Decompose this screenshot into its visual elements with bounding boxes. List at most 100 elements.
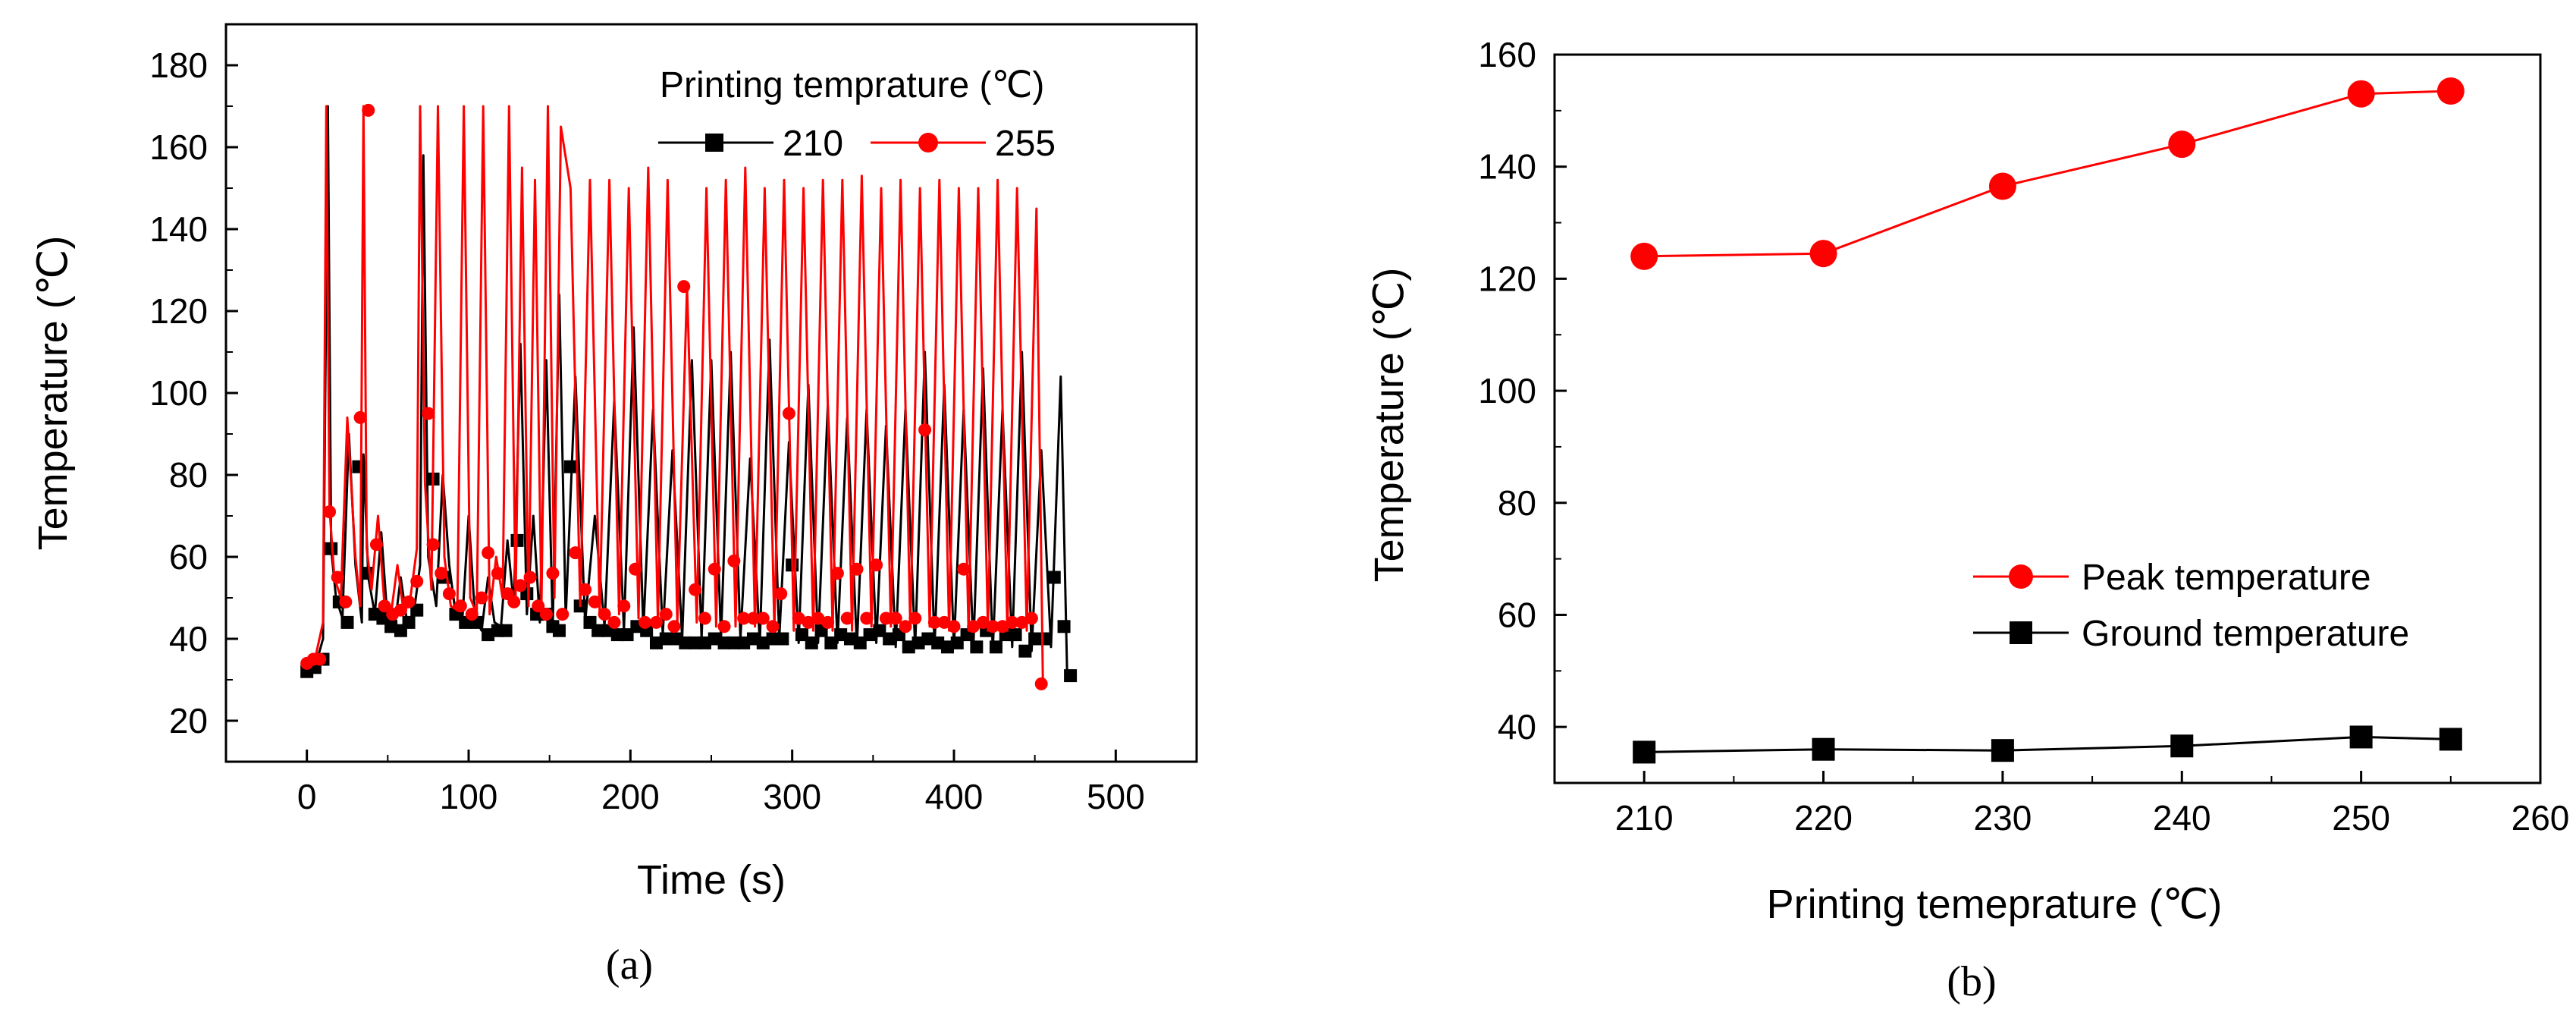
chart-a-series-255-point (850, 562, 864, 576)
chart-b-series-peak-point (2168, 130, 2196, 159)
chart-a-series-210-point (340, 615, 354, 629)
chart-a-series-255-point (947, 620, 961, 633)
chart-a-series-210-point (1028, 632, 1042, 646)
chart-a-series-210-point (834, 628, 848, 642)
chart-a-series-210-point (689, 636, 702, 649)
chart-a-legend-title: Printing temprature (℃) (660, 65, 1044, 105)
chart-a-series-255-point (708, 562, 721, 576)
chart-a-series-255-point (659, 608, 673, 621)
chart-a-series-210-point (902, 640, 915, 654)
chart-a-series-255-point (369, 538, 383, 552)
chart-a-series-255-point (1006, 615, 1019, 629)
chart-a-tick-layer: 0 100 200 300 400 500 20 40 60 80 100 120 140 160 180 (149, 46, 1144, 816)
chart-a-series-210-point (950, 636, 964, 649)
chart-a-series-210-point (499, 624, 513, 637)
chart-a-series-210-point (1064, 669, 1078, 683)
chart-a-series-255-point (362, 103, 375, 117)
chart-a-series-255-point (426, 538, 440, 552)
chart-a-legend-label-210: 210 (783, 124, 843, 164)
chart-a-series-255-point (698, 611, 711, 625)
chart-b-tick-layer: 210 220 230 240 250 260 40 60 80 100 120 140 160 (1478, 35, 2569, 838)
chart-a-legend-marker-255 (918, 133, 938, 152)
chart-b: 210 220 230 240 250 260 40 60 80 100 120 140 160 Tem… (1366, 35, 2569, 1005)
chart-a-series-255-point (957, 562, 971, 576)
chart-a-series-210-point (610, 628, 624, 642)
chart-b-series-ground-line (1644, 735, 2451, 753)
chart-a-series-255-point (588, 595, 601, 608)
chart-a-ytick-label: 20 (169, 701, 208, 740)
chart-a-series-255-point (394, 603, 407, 617)
chart-a-series-255-point (746, 611, 760, 625)
chart-a-series-210-point (805, 636, 818, 649)
chart-a-series-255-point (569, 546, 582, 560)
chart-a-ylabel: Temperature (℃) (30, 236, 76, 551)
chart-a-ytick-label: 60 (169, 537, 208, 577)
chart-b-legend-label-peak: Peak temperature (2082, 558, 2371, 598)
chart-a-series-210-point (620, 628, 634, 642)
chart-b-xtick-label: 260 (2512, 798, 2570, 838)
chart-a-series-210-point (552, 624, 566, 637)
chart-a: 0 100 200 300 400 50020406080100120140160180 … (30, 23, 1198, 989)
chart-a-xtick-label: 200 (601, 777, 660, 816)
chart-a-ytick-label: 180 (149, 46, 208, 85)
chart-a-series-255-point (717, 620, 731, 633)
chart-b-series-peak-line (1644, 90, 2451, 258)
chart-a-series-210-point (708, 632, 721, 646)
chart-a-series-255-point (967, 620, 981, 633)
chart-a-series-210-point (766, 632, 780, 646)
chart-a-series-255-point (879, 611, 893, 625)
panel-b-caption: (b) (1947, 958, 1996, 1005)
chart-a-series-255-point (727, 554, 741, 567)
chart-a-series-255-point (918, 423, 932, 437)
chart-b-series-peak-point (1809, 240, 1837, 268)
chart-a-series-210-point (921, 632, 935, 646)
chart-a-series-255-point (811, 611, 825, 625)
chart-b-plot-frame (1553, 53, 2542, 784)
chart-a-series-210-point (1047, 571, 1061, 584)
chart-a-series-255-point (1024, 611, 1038, 625)
chart-a-series-255-point (937, 615, 951, 629)
chart-a-series-255-point (475, 591, 488, 605)
chart-a-series-210-point (679, 636, 692, 649)
chart-b-legend-marker-ground (2010, 621, 2032, 644)
chart-a-series-210-point (746, 632, 760, 646)
chart-b-xtick-label: 210 (1615, 798, 1674, 838)
chart-b-ytick-label: 120 (1478, 259, 1536, 298)
chart-a-series-210-point (883, 632, 896, 646)
chart-a-series-255-point (677, 280, 691, 294)
chart-a-series-255-point (339, 595, 353, 608)
chart-a-series-255-point (532, 599, 545, 613)
chart-a-series-255-point (331, 571, 344, 584)
chart-a-series-255-point (313, 652, 327, 666)
chart-a-xtick-label: 400 (925, 777, 984, 816)
chart-b-ytick-label: 100 (1478, 371, 1536, 410)
chart-b-ylabel: Temperature (℃) (1366, 268, 1412, 583)
chart-a-ytick-label: 160 (149, 127, 208, 167)
chart-a-series-255-point (482, 546, 495, 560)
chart-a-series-210-point (698, 636, 711, 649)
chart-a-series-255-point (782, 407, 795, 420)
chart-a-series-255-point (523, 571, 537, 584)
chart-a-series-255-point (737, 611, 751, 625)
chart-a-series-255-point (422, 407, 435, 420)
chart-a-ytick-label: 100 (149, 373, 208, 413)
chart-a-series-210-point (563, 460, 577, 473)
chart-a-xtick-label: 0 (297, 777, 317, 816)
chart-a-xtick-label: 500 (1087, 777, 1145, 816)
chart-b-series-layer (1630, 77, 2465, 764)
chart-a-series-210-point (940, 640, 954, 654)
chart-b-series-ground-point (1812, 737, 1835, 761)
chart-a-series-255-point (629, 562, 642, 576)
chart-a-series-255-point (840, 611, 854, 625)
chart-a-series-layer (300, 103, 1078, 690)
chart-a-ytick-label: 120 (149, 291, 208, 331)
chart-a-series-255-point (353, 410, 367, 424)
chart-a-series-255-point (649, 615, 663, 629)
chart-a-series-210-point (853, 636, 867, 649)
chart-a-series-210-point (911, 636, 925, 649)
chart-b-xlabel: Printing temeprature (℃) (1767, 882, 2223, 927)
chart-a-series-210-point (843, 632, 857, 646)
chart-a-series-210-point (970, 640, 984, 654)
chart-a-series-255-point (821, 615, 835, 629)
